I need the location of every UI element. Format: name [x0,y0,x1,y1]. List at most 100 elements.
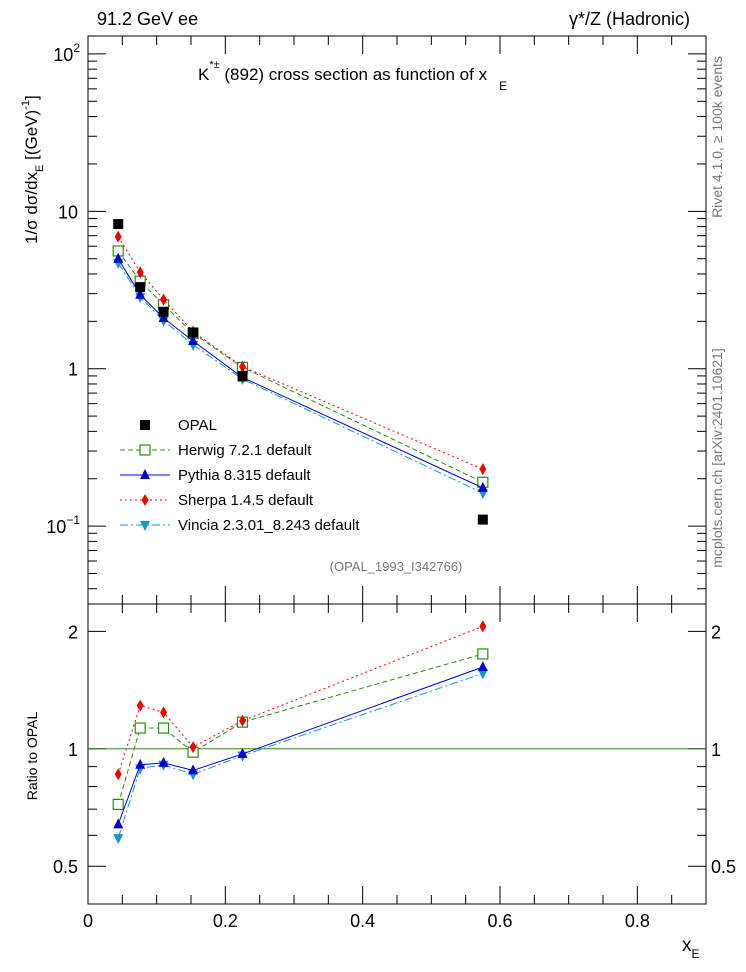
chart-title-main: K [198,65,210,84]
legend: OPAL Herwig 7.2.1 default Pythia 8.315 def… [120,417,360,534]
pythia-data-point [158,312,169,323]
main-y-tick-base: 10 [53,45,73,65]
legend-marker-pythia [140,469,150,479]
ratio-series-group [112,620,489,845]
analysis-watermark: (OPAL_1993_I342766) [330,559,463,574]
sherpa-ratio-point [136,699,144,712]
pythia-ratio-point [188,764,199,775]
vincia-ratio-point [113,834,124,845]
pythia-ratio-point [158,756,169,767]
sherpa-ratio-point [160,706,168,719]
y-label-sub: E [34,165,46,172]
x-axis-ticks: 0 0.2 0.4 0.6 0.8 [83,36,673,931]
main-y-tick-label: 102 [53,41,80,65]
x-label-sub: E [692,947,700,961]
main-y-tick-label: 1 [68,360,78,380]
ratio-axis-label: Ratio to OPAL [24,712,40,801]
main-y-tick-exp: −1 [66,513,80,527]
sherpa-data-point [160,293,168,306]
sherpa-ratio-point [239,714,246,727]
herwig-ratio-point [134,722,146,734]
ratio-panel-frame [87,603,707,905]
x-tick-label: 0.6 [487,911,512,931]
legend-entry-vincia: Vincia 2.3.01_8.243 default [120,517,360,534]
pythia-data-point [188,335,199,346]
sherpa-data-point [239,360,246,373]
opal-data-point [113,219,124,230]
y-label-end: ] [22,95,41,100]
main-y-tick-base: 10 [46,517,66,537]
legend-label-opal: OPAL [178,417,217,434]
pythia-ratio-point [477,661,488,672]
pythia-ratio-point [135,758,146,769]
y-label-sup: -1 [20,100,32,110]
ratio-y-tick-label-left: 1 [68,740,78,760]
legend-marker-herwig [139,444,151,456]
herwig-ratio-point [157,722,170,734]
chart-title: K*± (892) cross section as function of x… [198,59,507,93]
vincia-ratio-point [477,669,488,680]
legend-entry-pythia: Pythia 8.315 default [120,467,311,484]
opal-data-point [188,327,199,338]
herwig-ratio-point [112,798,124,811]
opal-data-point [477,514,488,525]
legend-entry-sherpa: Sherpa 1.4.5 default [120,492,314,509]
herwig-ratio-line [117,653,483,805]
mcplots-reference-text: mcplots.cern.ch [arXiv:2401.10621] [709,348,725,567]
pythia-data-point [477,481,488,492]
sherpa-ratio-point [114,768,122,781]
ratio-y-tick-label-right: 1 [711,740,721,760]
pythia-ratio-line [117,666,484,825]
chart-title-rest: (892) cross section as function of x [220,65,488,84]
sherpa-data-point [114,230,122,243]
sherpa-ratio-point [479,620,487,633]
x-label-main: x [682,935,692,956]
opal-data-point [237,370,248,381]
chart-title-sub: E [499,79,507,93]
legend-entry-opal: OPAL [140,417,217,434]
opal-data-point [135,282,146,293]
sherpa-ratio-line [117,625,484,775]
header-process: γ*/Z (Hadronic) [569,9,690,29]
main-y-tick-exp: 2 [73,41,80,55]
legend-marker-sherpa [141,494,149,506]
legend-label-pythia: Pythia 8.315 default [178,467,311,484]
x-axis-label: xE [682,935,700,961]
pythia-ratio-point [237,747,248,758]
legend-label-sherpa: Sherpa 1.4.5 default [178,492,314,509]
ratio-axis-ticks: 0.5 0.5 1 1 2 2 [53,622,736,905]
legend-label-vincia: Vincia 2.3.01_8.243 default [178,517,360,534]
legend-marker-vincia [140,521,150,531]
herwig-ratio-point [477,648,489,660]
x-tick-label: 0 [83,911,93,931]
x-tick-label: 0.4 [350,911,375,931]
pythia-data-point [113,252,124,263]
x-tick-label: 0.8 [625,911,650,931]
legend-label-herwig: Herwig 7.2.1 default [178,442,312,459]
y-label-post: [(GeV) [22,110,41,165]
y-axis-label: 1/σ dσ/dxE [(GeV)-1] [20,95,46,244]
chart-title-sup: *± [209,59,219,71]
y-label-pre: 1/σ dσ/dx [22,171,41,244]
vincia-ratio-line [117,672,483,839]
ratio-y-tick-label-right: 0.5 [711,857,736,877]
ratio-y-tick-label-left: 0.5 [53,857,78,877]
legend-entry-herwig: Herwig 7.2.1 default [120,442,312,459]
pythia-data-point [135,288,146,299]
legend-marker-opal [140,420,150,430]
sherpa-ratio-point [189,741,197,754]
sherpa-data-point [479,463,487,476]
x-tick-label: 0.2 [213,911,238,931]
main-y-tick-label: 10−1 [46,513,80,537]
herwig-main-line [117,250,484,483]
main-series-group [112,219,489,525]
ratio-y-tick-label-right: 2 [711,622,721,642]
pythia-ratio-point [113,818,124,829]
sherpa-main-line [117,236,484,470]
sherpa-data-point [136,266,144,279]
ratio-y-tick-label-left: 2 [68,622,78,642]
header-energy: 91.2 GeV ee [97,9,198,29]
main-y-tick-label: 10 [58,202,78,222]
